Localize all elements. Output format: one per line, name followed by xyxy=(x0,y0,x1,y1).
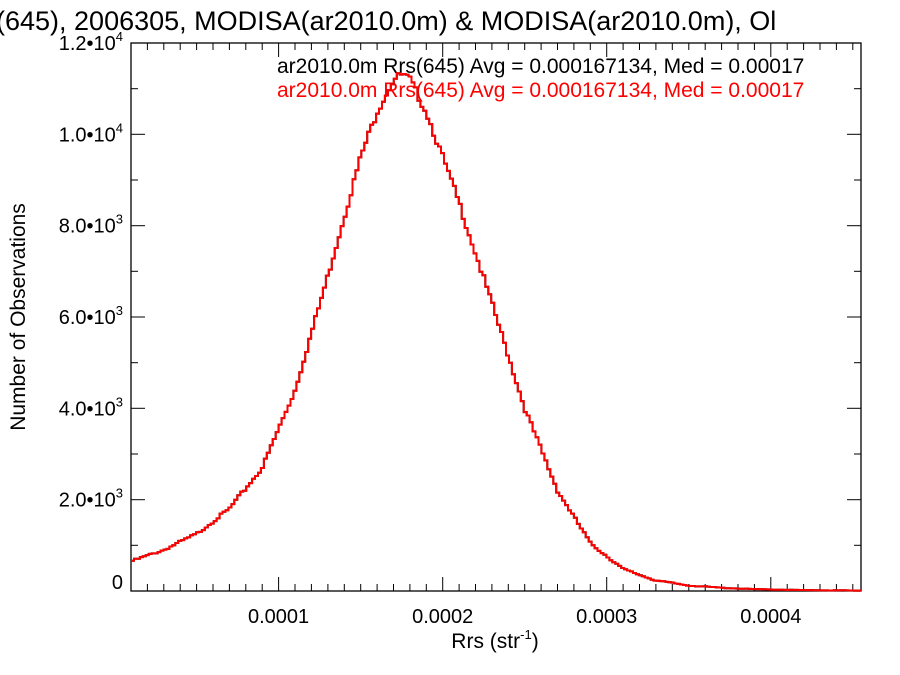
x-axis-label-text: Rrs (str xyxy=(451,630,520,653)
x-tick-label: 0.0001 xyxy=(248,606,309,628)
plot-frame xyxy=(130,42,862,592)
y-tick-mantissa: 1.2•10 xyxy=(59,33,116,55)
x-tick-labels: 0.0001 0.0002 0.0003 0.0004 xyxy=(248,606,801,628)
x-tick-label: 0.0003 xyxy=(576,606,637,628)
annotation-group: ar2010.0m Rrs(645) Avg = 0.000167134, Me… xyxy=(277,55,804,102)
y-tick-label: 1.0•104 xyxy=(59,120,123,146)
y-tick-mantissa: 6.0•10 xyxy=(59,307,116,329)
y-tick-exponent: 3 xyxy=(116,394,123,409)
y-tick-exponent: 3 xyxy=(116,303,123,318)
y-tick-mantissa: 1.0•10 xyxy=(59,124,116,146)
annotation-1: ar2010.0m Rrs(645) Avg = 0.000167134, Me… xyxy=(277,79,804,102)
y-tick-mantissa: 4.0•10 xyxy=(59,398,116,420)
series-line-0 xyxy=(131,72,861,592)
x-tick-label: 0.0004 xyxy=(740,606,801,628)
x-axis-label-close: ) xyxy=(532,630,539,653)
y-tick-mantissa: 8.0•10 xyxy=(59,216,116,238)
y-tick-mantissa: 0 xyxy=(112,572,123,594)
x-tick-label: 0.0002 xyxy=(412,606,473,628)
y-tick-exponent: 3 xyxy=(116,212,123,227)
x-axis-label-exponent: -1 xyxy=(520,627,532,642)
y-tick-label: 0 xyxy=(112,572,123,594)
series-group xyxy=(131,72,861,592)
y-tick-label: 1.2•104 xyxy=(59,29,123,55)
y-tick-exponent: 3 xyxy=(116,486,123,501)
y-tick-mantissa: 2.0•10 xyxy=(59,490,116,512)
y-tick-label: 2.0•103 xyxy=(59,486,123,512)
y-tick-label: 8.0•103 xyxy=(59,212,123,238)
chart-title: (645), 2006305, MODISA(ar2010.0m) & MODI… xyxy=(0,6,776,36)
y-tick-exponent: 4 xyxy=(116,120,123,135)
y-tick-labels: 02.0•1034.0•1036.0•1038.0•1031.0•1041.2•… xyxy=(59,29,123,594)
y-tick-label: 4.0•103 xyxy=(59,394,123,420)
y-tick-label: 6.0•103 xyxy=(59,303,123,329)
series-line-1 xyxy=(131,72,861,592)
y-axis-label: Number of Observations xyxy=(7,203,30,431)
axis-ticks xyxy=(131,43,861,591)
annotation-0: ar2010.0m Rrs(645) Avg = 0.000167134, Me… xyxy=(277,55,804,78)
x-axis-label: Rrs (str-1) xyxy=(451,627,538,653)
y-tick-exponent: 4 xyxy=(116,29,123,44)
